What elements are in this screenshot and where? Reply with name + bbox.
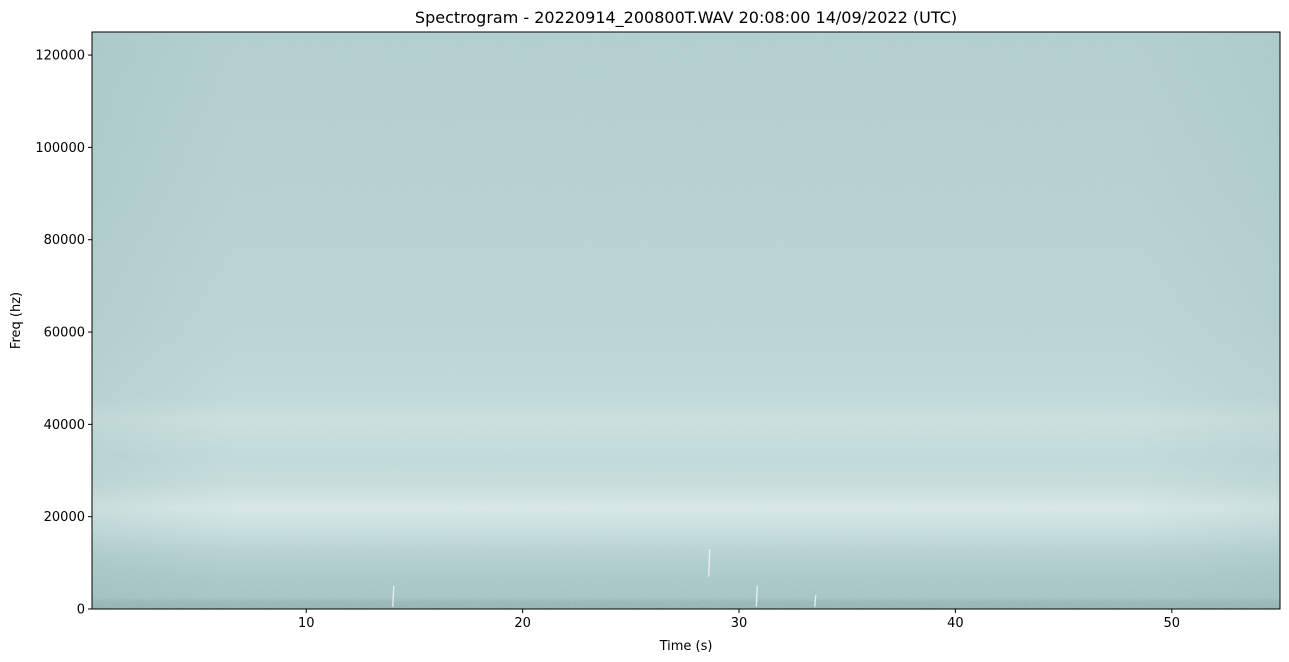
x-tick-label: 10 (298, 616, 315, 631)
y-tick-label: 60000 (44, 326, 85, 341)
transient-mark-2 (755, 585, 759, 607)
plot-frame (91, 31, 1281, 610)
transient-mark-3 (814, 595, 817, 607)
y-tick-label: 80000 (44, 233, 85, 248)
chart-title: Spectrogram - 20220914_200800T.WAV 20:08… (415, 8, 957, 28)
y-tick-label: 0 (77, 603, 85, 618)
plot-area (92, 32, 1280, 609)
transient-marks (392, 548, 817, 607)
y-tick-label: 120000 (35, 49, 85, 64)
x-axis-label: Time (s) (659, 639, 713, 654)
x-tick-label: 30 (731, 616, 748, 631)
transient-mark-0 (708, 548, 711, 577)
x-tick-label: 20 (514, 616, 531, 631)
x-tick-label: 40 (947, 616, 964, 631)
spectrogram-edge-shading (92, 32, 1280, 609)
x-tick-label: 50 (1164, 616, 1181, 631)
y-axis-label: Freq (hz) (9, 292, 24, 349)
y-axis-ticks: 0 20000 40000 60000 80000 100000 120000 (35, 49, 92, 618)
y-tick-label: 100000 (35, 141, 85, 156)
y-tick-label: 20000 (44, 510, 85, 525)
y-tick-label: 40000 (44, 418, 85, 433)
transient-mark-1 (392, 585, 395, 607)
x-axis-ticks: 10 20 30 40 50 (298, 609, 1180, 631)
